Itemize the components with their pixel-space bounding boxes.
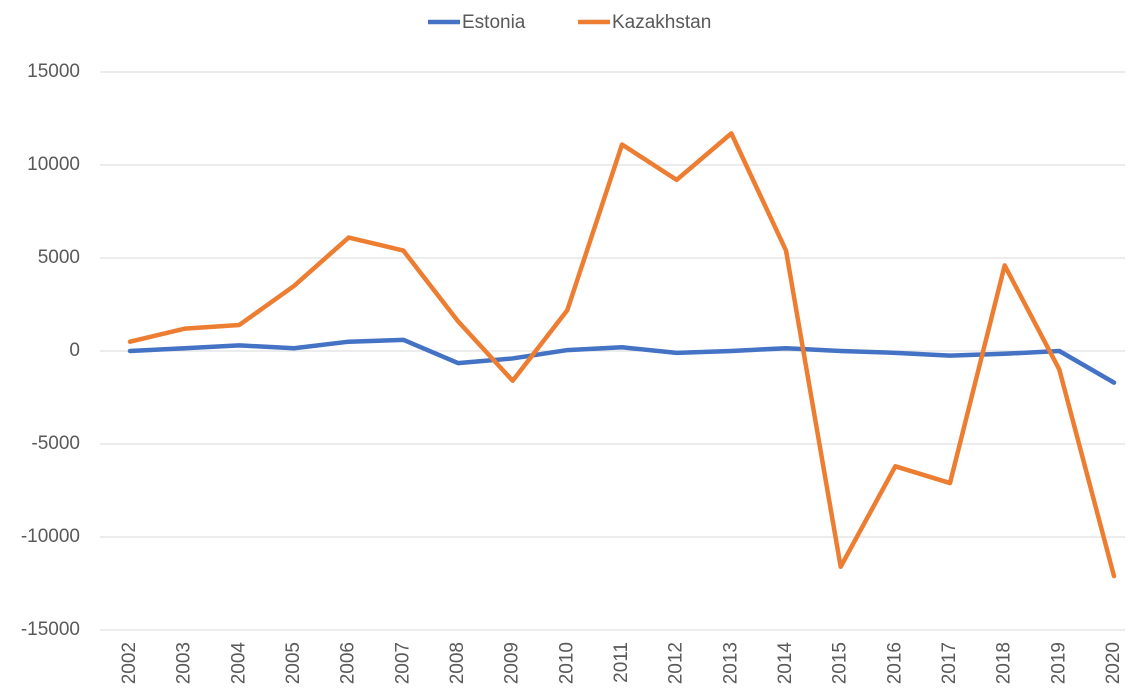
x-tick-label: 2015 xyxy=(830,642,851,684)
y-tick-label: -15000 xyxy=(21,619,80,640)
x-tick-label: 2008 xyxy=(447,642,468,684)
x-tick-label: 2006 xyxy=(338,642,359,684)
x-tick-label: 2009 xyxy=(502,642,523,684)
line-series xyxy=(127,337,1117,385)
y-tick-label: -10000 xyxy=(21,526,80,547)
y-tick-label: -5000 xyxy=(31,433,80,454)
x-tick-label: 2017 xyxy=(939,642,960,684)
x-tick-label: 2014 xyxy=(775,642,796,685)
x-tick-label: 2019 xyxy=(1048,642,1069,684)
x-tick-label: 2018 xyxy=(994,642,1015,684)
x-tick-label: 2013 xyxy=(720,642,741,684)
x-tick-label: 2007 xyxy=(392,642,413,684)
x-tick-label: 2016 xyxy=(884,642,905,684)
x-tick-label: 2012 xyxy=(666,642,687,684)
x-tick-label: 2005 xyxy=(283,642,304,684)
y-tick-label: 15000 xyxy=(27,61,80,82)
x-tick-label: 2002 xyxy=(119,642,140,684)
x-tick-label: 2011 xyxy=(611,642,632,683)
legend-label: Kazakhstan xyxy=(612,12,711,33)
y-tick-label: 0 xyxy=(69,340,80,361)
x-tick-label: 2004 xyxy=(228,642,249,685)
y-tick-label: 5000 xyxy=(38,247,80,268)
x-tick-label: 2010 xyxy=(556,642,577,684)
legend-label: Estonia xyxy=(462,12,526,33)
y-tick-label: 10000 xyxy=(27,154,80,175)
x-tick-label: 2003 xyxy=(174,642,195,684)
x-tick-label: 2020 xyxy=(1103,642,1124,684)
line-series xyxy=(127,131,1117,579)
